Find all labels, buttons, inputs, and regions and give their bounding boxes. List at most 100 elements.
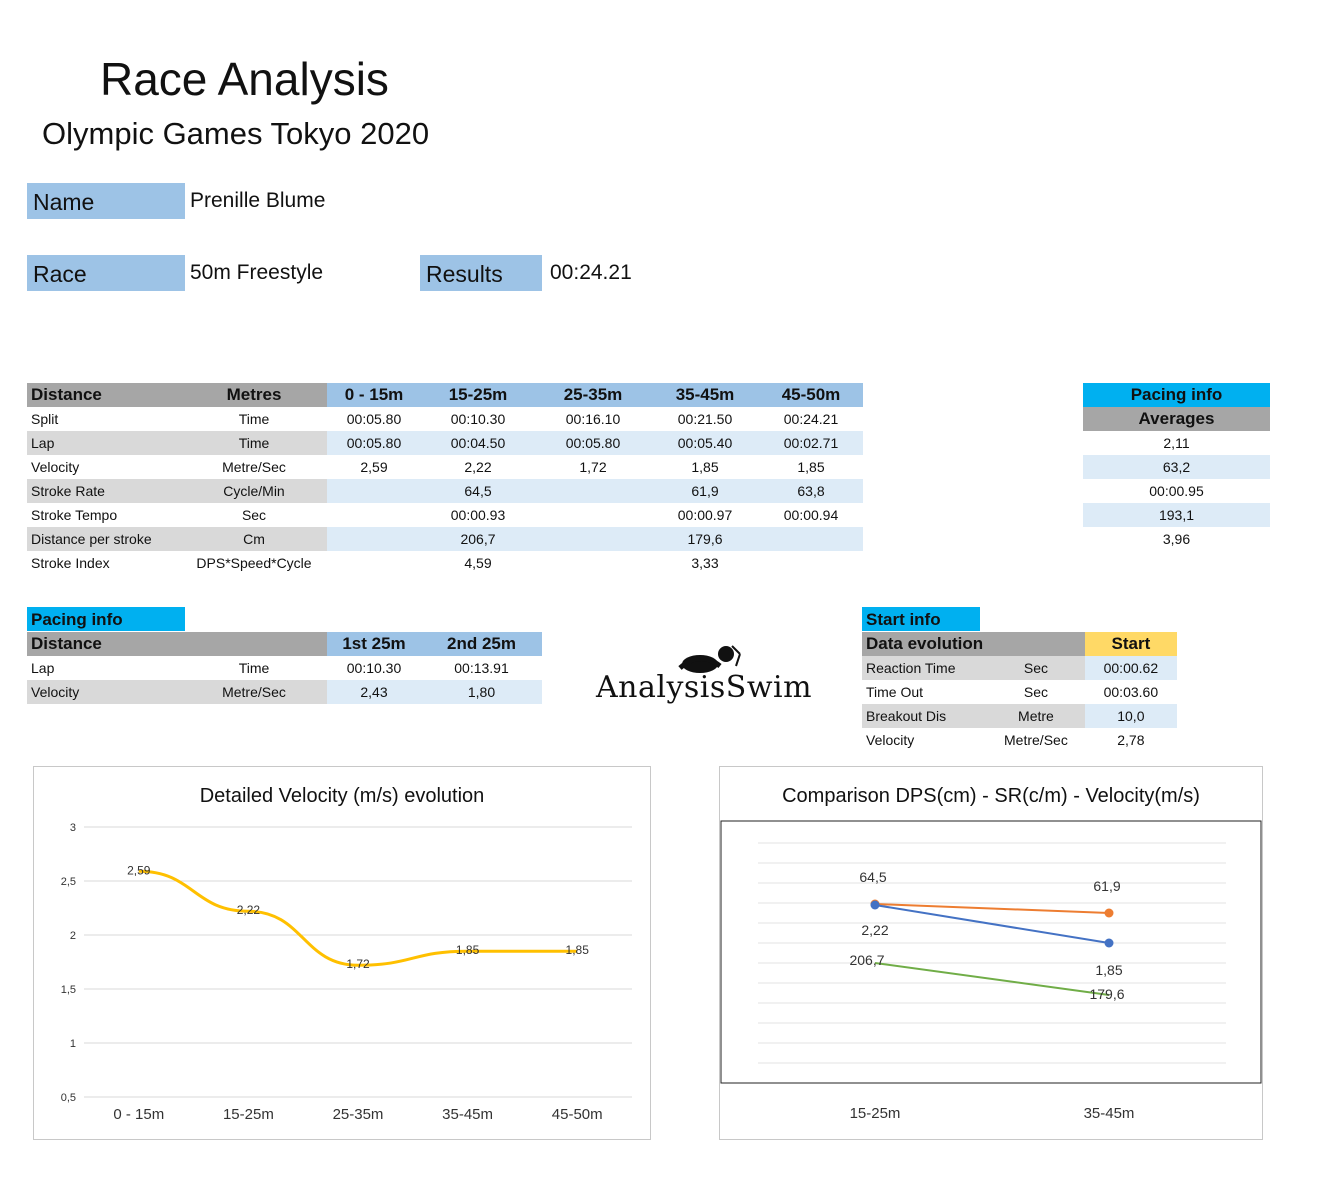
row-label: Stroke Index [31,555,110,571]
header-metres: Metres [181,383,327,407]
start-header-start: Start [1084,632,1177,656]
series-line [874,903,1110,914]
table-cell: 00:10.30 [346,660,402,676]
table-cell: 4,59 [464,555,492,571]
row-label: Stroke Rate [27,479,181,503]
row-label: Velocity [27,680,181,704]
x-tick-label: 35-45m [442,1106,493,1123]
table-cell: 1,80 [421,680,542,704]
x-tick-label: 15-25m [850,1105,901,1122]
data-label: 1,85 [456,943,480,957]
series-point [870,900,880,910]
table-row: Velocity Metre/Sec 2,78 [862,728,1177,752]
y-tick-label: 2,5 [61,876,76,888]
table-row: Stroke Tempo Sec 00:00.93 00:00.97 00:00… [27,503,863,527]
row-unit: Metre/Sec [1004,732,1068,748]
averages-subtitle: Averages [1083,407,1270,431]
row-unit: Cm [181,527,327,551]
header-25-35: 25-35m [535,383,651,407]
results-label: Results [420,255,542,291]
table-row: Velocity Metre/Sec 2,59 2,22 1,72 1,85 1… [27,455,863,479]
row-unit: DPS*Speed*Cycle [196,555,312,571]
row-unit: Metre/Sec [181,680,327,704]
row-label: Velocity [866,732,915,748]
header-15-25: 15-25m [421,383,535,407]
start-header-blank [987,632,1085,656]
table-cell: 00:21.50 [677,411,733,427]
pacing-table: Distance 1st 25m 2nd 25m Lap Time 00:10.… [27,632,542,704]
table-row: Split Time 00:05.80 00:10.30 00:16.10 00… [27,407,863,431]
data-label: 2,22 [861,922,888,938]
table-row: Distance per stroke Cm 206,7 179,6 [27,527,863,551]
y-tick-label: 1 [70,1038,76,1050]
table-cell: 1,85 [797,459,825,475]
results-value: 00:24.21 [550,261,632,284]
table-cell [327,503,421,527]
table-cell: 00:05.40 [651,431,759,455]
table-cell [535,503,651,527]
table-cell: 00:00.93 [450,507,506,523]
table-cell: 00:00.94 [783,507,839,523]
splits-header-row: Distance Metres 0 - 15m 15-25m 25-35m 35… [27,383,863,407]
velocity-chart-svg: 3 2,5 2 1,5 1 0,5 0 - 15m 15-25m 25-35m 35-45m 45-… [61,822,632,1123]
table-cell: 1,85 [691,459,719,475]
row-label: Lap [27,431,181,455]
table-row: Velocity Metre/Sec 2,43 1,80 [27,680,542,704]
table-row: Lap Time 00:05.80 00:04.50 00:05.80 00:0… [27,431,863,455]
table-row: Time Out Sec 00:03.60 [862,680,1177,704]
averages-value: 2,11 [1163,435,1190,451]
data-label: 1,85 [566,943,590,957]
row-unit: Metre [987,704,1085,728]
start-info-table: Data evolution Start Reaction Time Sec 0… [862,632,1177,752]
table-cell: 2,43 [327,680,421,704]
table-cell: 2,22 [464,459,492,475]
row-unit: Cycle/Min [181,479,327,503]
table-cell [759,527,863,551]
table-row: Reaction Time Sec 00:00.62 [862,656,1177,680]
averages-value: 3,96 [1162,531,1191,547]
table-cell [535,527,651,551]
averages-title: Pacing info [1083,383,1270,407]
x-tick-label: 0 - 15m [113,1106,164,1123]
table-cell: 63,8 [759,479,863,503]
header-35-45: 35-45m [651,383,759,407]
plot-area-border [720,820,1262,1084]
pacing-header-distance: Distance [27,632,181,656]
page-title: Race Analysis [100,53,389,105]
name-value: Prenille Blume [190,189,326,212]
data-label: 61,9 [1093,878,1120,894]
table-cell: 00:05.80 [327,431,421,455]
page-subtitle: Olympic Games Tokyo 2020 [42,116,430,151]
header-45-50: 45-50m [759,383,863,407]
data-label: 64,5 [859,869,886,885]
table-cell: 179,6 [651,527,759,551]
y-tick-label: 3 [70,822,76,834]
row-label: Velocity [31,459,80,475]
table-cell [535,551,651,575]
velocity-chart: Detailed Velocity (m/s) evolution 3 2,5 2 1… [33,766,651,1140]
swimmer-icon [678,645,741,673]
table-cell: 00:04.50 [421,431,535,455]
row-label: Reaction Time [862,656,988,680]
y-tick-label: 0,5 [61,1092,76,1104]
table-cell: 61,9 [651,479,759,503]
table-cell: 3,33 [691,555,719,571]
averages-value: 63,2 [1083,455,1270,479]
start-header-data: Data evolution [862,632,988,656]
series-point [1104,938,1114,948]
row-unit: Time [238,411,270,427]
x-tick-label: 45-50m [552,1106,603,1123]
table-cell: 00:00.62 [1084,656,1177,680]
row-label: Time Out [866,684,924,700]
x-tick-label: 25-35m [333,1106,384,1123]
splits-table: Distance Metres 0 - 15m 15-25m 25-35m 35… [27,383,863,575]
row-label: Split [31,411,59,427]
row-unit: Metre/Sec [222,459,286,475]
pacing-title: Pacing info [27,607,185,631]
table-cell [327,551,421,575]
table-cell [759,551,863,575]
series-point [1104,908,1114,918]
logo-text: AnalysisSwim [596,670,813,705]
race-value: 50m Freestyle [190,261,324,284]
table-cell [327,527,421,551]
